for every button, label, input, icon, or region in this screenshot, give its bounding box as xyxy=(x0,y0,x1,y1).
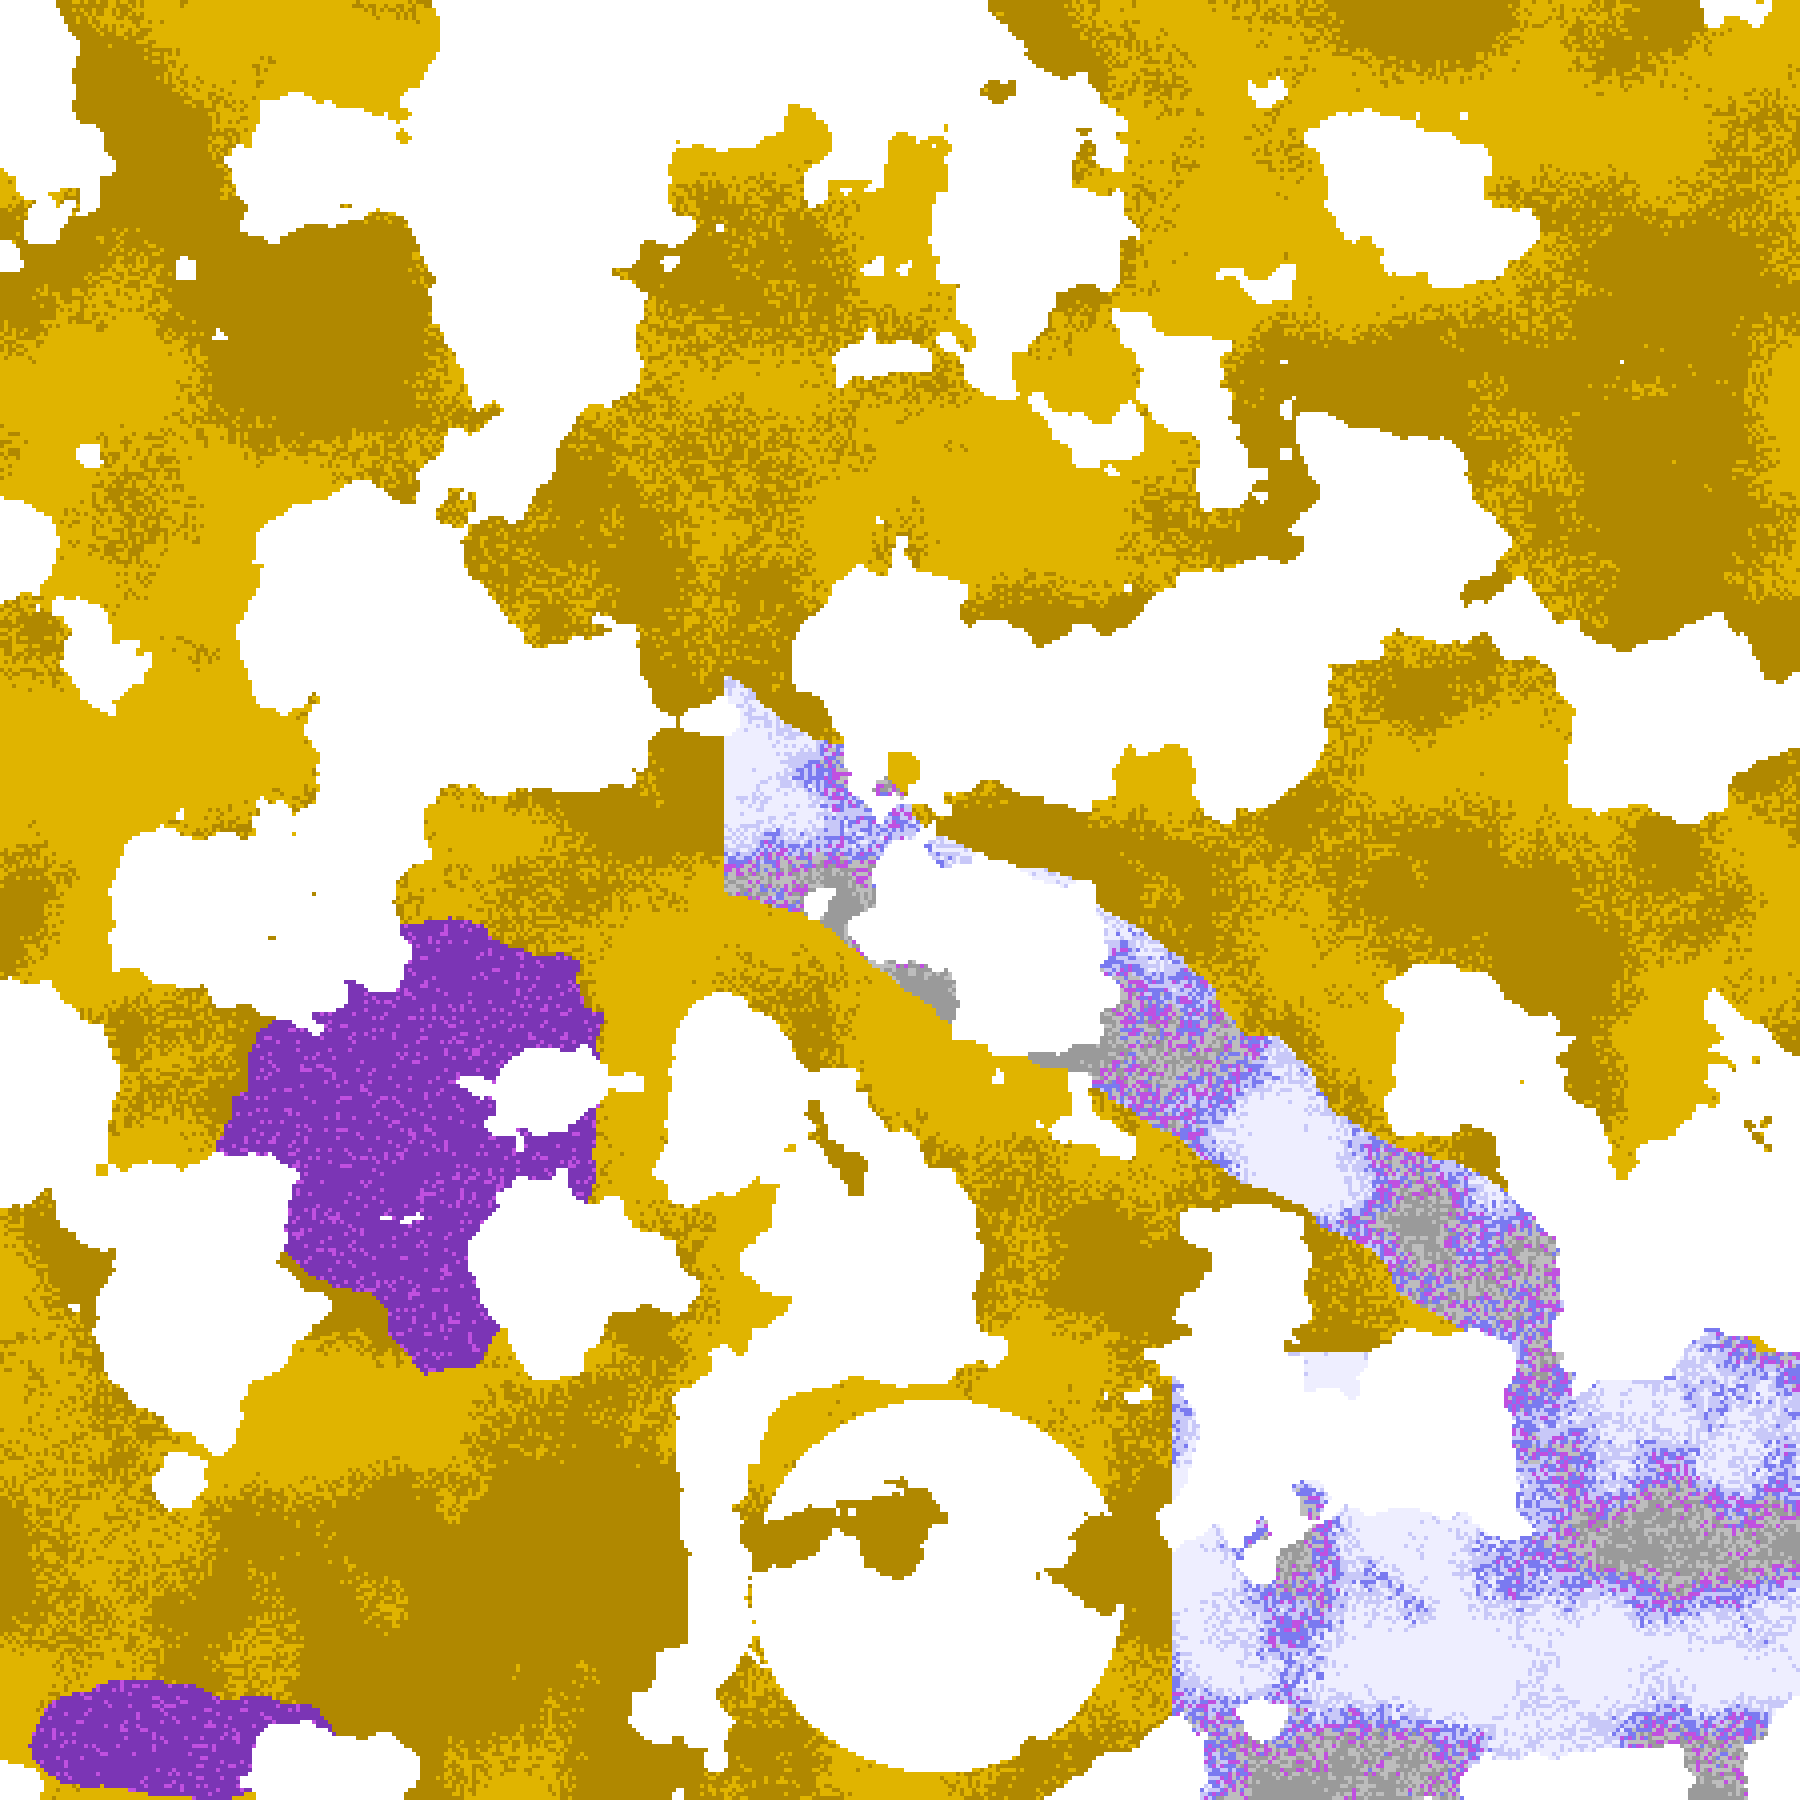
cloud-classification-map xyxy=(0,0,1800,1800)
